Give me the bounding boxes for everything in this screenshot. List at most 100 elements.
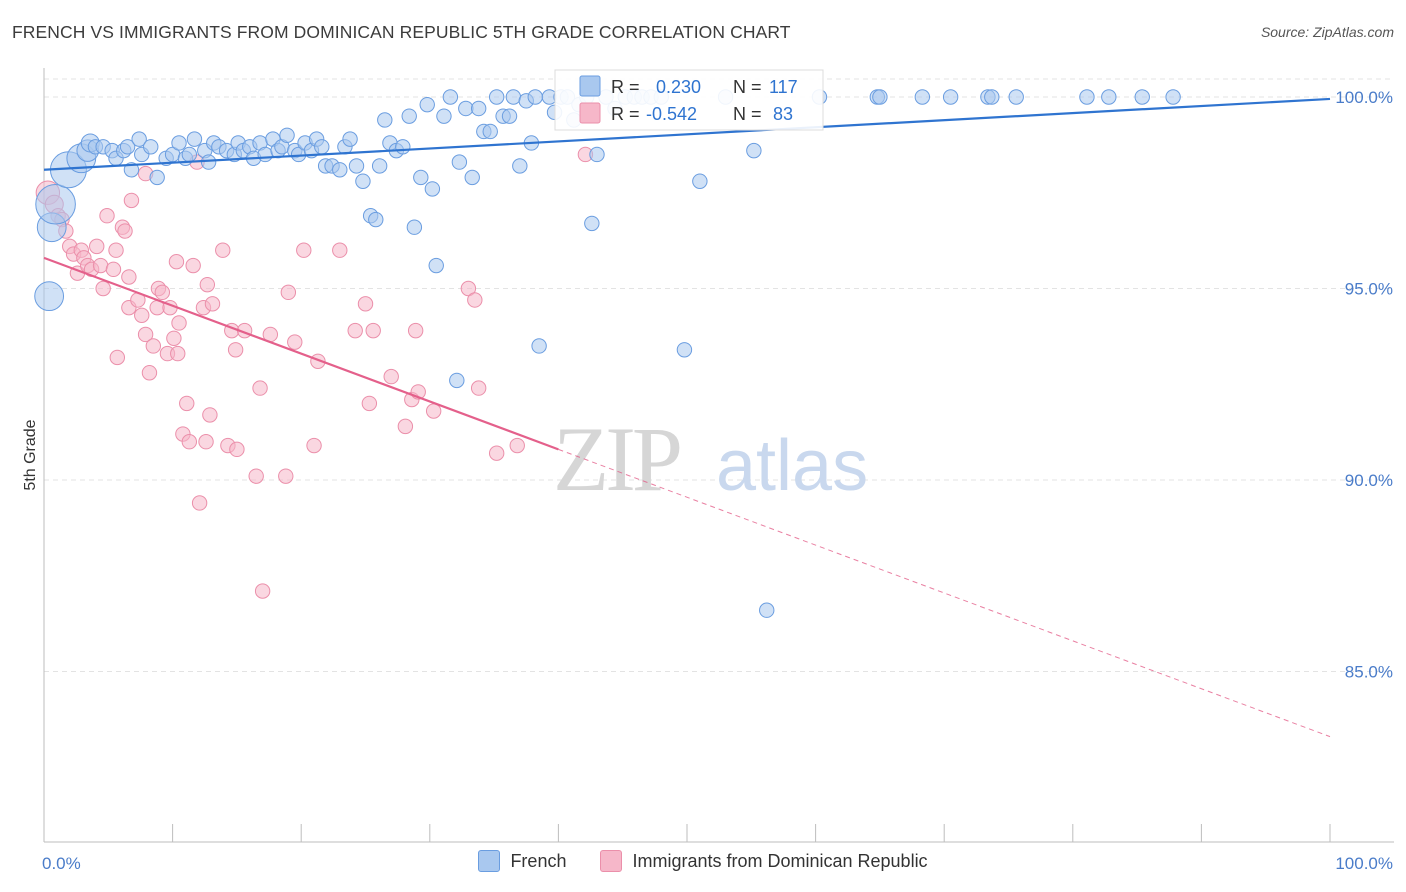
stats-dominican-n-label: N =	[733, 104, 762, 124]
data-point	[179, 395, 195, 412]
data-point	[470, 380, 487, 396]
data-point	[170, 345, 186, 362]
data-point	[424, 181, 441, 197]
data-point	[395, 139, 411, 155]
y-axis-label: 5th Grade	[22, 419, 39, 490]
data-point	[407, 322, 424, 339]
data-point	[365, 322, 381, 339]
data-point	[278, 468, 294, 484]
stats-dominican-n-value: 83	[773, 104, 793, 124]
data-point	[984, 89, 1000, 105]
data-point	[257, 146, 273, 163]
data-point	[145, 338, 162, 354]
stats-french-r-value: 0.230	[656, 77, 701, 97]
data-point	[191, 495, 208, 511]
data-point	[134, 307, 150, 324]
data-point	[171, 135, 187, 151]
stats-dominican-r-value: -0.542	[646, 104, 697, 124]
data-point	[123, 192, 140, 209]
trendline-dominican-extension	[558, 448, 1331, 738]
data-point	[89, 238, 105, 255]
data-point	[35, 183, 76, 225]
data-point	[872, 89, 888, 105]
data-point	[428, 257, 444, 274]
gridlines	[44, 78, 1394, 672]
stats-french-n-label: N =	[733, 77, 762, 97]
source-credit: Source: ZipAtlas.com	[1260, 24, 1394, 40]
data-point	[141, 365, 158, 381]
stats-french-n-value: 117	[769, 77, 798, 97]
data-point	[171, 315, 187, 331]
data-point	[759, 602, 775, 618]
data-point	[458, 100, 474, 117]
data-point	[95, 280, 111, 297]
data-point	[227, 342, 244, 358]
data-point	[377, 112, 393, 128]
data-point	[436, 108, 452, 124]
data-point	[149, 169, 165, 186]
data-point	[199, 276, 216, 293]
data-point	[287, 334, 303, 350]
legend-item-dominican[interactable]: Immigrants from Dominican Republic	[600, 850, 928, 872]
x-tick-label: 100.0%	[1335, 854, 1393, 873]
data-point	[914, 89, 931, 105]
data-point	[92, 257, 109, 274]
chart-title: FRENCH VS IMMIGRANTS FROM DOMINICAN REPU…	[12, 22, 791, 42]
data-point	[181, 146, 198, 163]
legend-item-french[interactable]: French	[478, 850, 566, 872]
tick-labels: 85.0% 90.0% 95.0% 100.0% 0.0% 100.0%	[42, 88, 1393, 873]
data-point	[584, 215, 600, 232]
watermark-atlas: atlas	[716, 426, 868, 506]
watermark-zip: ZIP	[553, 408, 680, 510]
series-dominican-points	[35, 146, 594, 599]
data-point	[200, 154, 217, 170]
data-point	[154, 284, 171, 301]
legend-swatch-french	[478, 850, 501, 872]
data-point	[342, 131, 358, 147]
data-point	[186, 131, 203, 147]
data-point	[368, 211, 384, 228]
data-point	[425, 403, 442, 419]
data-point	[332, 242, 348, 258]
data-point	[314, 139, 330, 155]
data-point	[296, 242, 312, 258]
data-point	[105, 261, 122, 278]
data-point	[589, 146, 605, 163]
data-point	[512, 158, 528, 174]
stats-french-r-label: R =	[611, 77, 640, 97]
data-point	[248, 468, 264, 484]
legend-swatch-dominican	[600, 850, 623, 872]
data-point	[527, 89, 543, 105]
data-point	[531, 338, 547, 354]
x-tick-label: 0.0%	[42, 854, 81, 873]
y-tick-label: 95.0%	[1345, 280, 1393, 299]
data-point	[442, 89, 459, 105]
data-point	[332, 162, 348, 178]
data-point	[254, 583, 271, 599]
data-point	[131, 131, 147, 147]
data-point	[470, 100, 487, 117]
data-point	[1101, 89, 1117, 105]
data-point	[501, 108, 518, 124]
data-point	[361, 395, 378, 412]
data-point	[99, 208, 115, 224]
data-point	[383, 368, 399, 385]
data-point	[467, 292, 483, 308]
data-point	[413, 169, 429, 186]
data-point	[509, 437, 525, 454]
data-point	[1134, 89, 1150, 105]
trendline-dominican	[43, 256, 559, 451]
data-point	[109, 349, 126, 366]
y-tick-label: 90.0%	[1345, 471, 1393, 490]
data-point	[119, 139, 136, 155]
data-point	[357, 296, 374, 312]
data-point	[185, 257, 201, 274]
data-point	[306, 437, 322, 454]
data-point	[215, 242, 231, 258]
stats-box: R = 0.230 N = 117 R = -0.542 N = 83	[554, 69, 824, 131]
legend: French Immigrants from Dominican Republi…	[0, 850, 1406, 872]
data-point	[505, 89, 522, 105]
legend-label-french: French	[510, 850, 567, 871]
data-point	[198, 434, 214, 450]
data-point	[279, 127, 295, 144]
